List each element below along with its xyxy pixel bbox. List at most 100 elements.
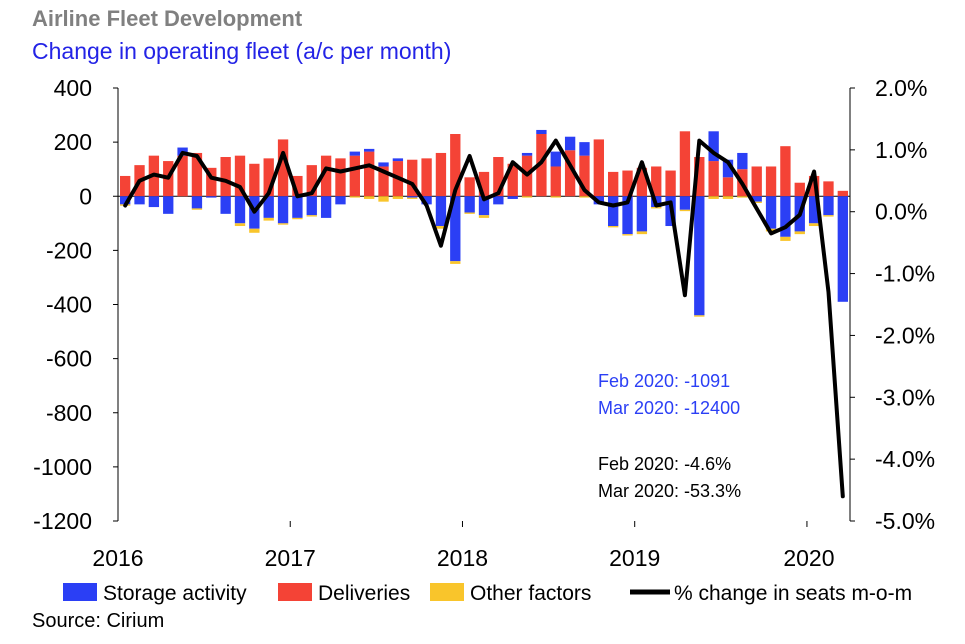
bar-deliveries xyxy=(780,146,791,197)
bar-storage xyxy=(837,196,848,302)
bar-storage xyxy=(507,196,518,199)
bar-deliveries xyxy=(421,158,432,197)
bar-other xyxy=(464,212,475,214)
bar-other xyxy=(450,261,461,264)
bar-deliveries xyxy=(507,163,518,197)
bar-storage xyxy=(148,196,160,208)
bar-deliveries xyxy=(823,181,834,197)
bar-storage xyxy=(392,158,404,162)
bar-storage xyxy=(780,196,791,237)
bar-other xyxy=(378,196,389,202)
bar-other xyxy=(191,208,203,210)
bar-other xyxy=(722,196,734,199)
bar-storage xyxy=(234,196,246,224)
bar-storage xyxy=(263,196,274,218)
annotation-text: Feb 2020: -4.6% xyxy=(598,454,731,474)
bar-deliveries xyxy=(579,155,590,197)
bar-deliveries xyxy=(220,157,231,197)
bar-deliveries xyxy=(665,170,676,197)
bar-deliveries xyxy=(564,150,576,197)
bar-other xyxy=(364,196,375,199)
left-tick-label: 0 xyxy=(79,183,92,209)
left-tick-label: -200 xyxy=(46,237,92,263)
bar-other xyxy=(737,196,748,198)
annotation-text: Mar 2020: -53.3% xyxy=(598,481,741,501)
legend-swatch xyxy=(63,583,97,601)
legend-label: % change in seats m-o-m xyxy=(674,582,912,605)
bar-deliveries xyxy=(722,177,734,197)
bar-other xyxy=(306,215,317,217)
bar-other xyxy=(808,223,820,227)
bar-storage xyxy=(349,151,360,156)
bar-deliveries xyxy=(263,158,274,197)
bar-storage xyxy=(450,196,461,262)
bar-other xyxy=(292,217,303,220)
bar-deliveries xyxy=(335,158,346,197)
bar-storage xyxy=(765,196,777,229)
bar-other xyxy=(780,236,791,241)
bar-other xyxy=(651,207,662,209)
bar-storage xyxy=(464,196,475,213)
bar-other xyxy=(608,226,619,228)
bar-other xyxy=(708,196,719,199)
bar-storage xyxy=(306,196,317,216)
bar-storage xyxy=(435,196,447,227)
bar-deliveries xyxy=(435,152,447,197)
left-tick-label: 400 xyxy=(54,75,92,101)
bar-deliveries xyxy=(493,157,504,197)
bar-storage xyxy=(636,196,648,232)
bar-storage xyxy=(737,152,748,170)
left-tick-label: 200 xyxy=(54,129,92,155)
bar-other xyxy=(478,215,490,218)
chart-subtitle: Change in operating fleet (a/c per month… xyxy=(32,38,452,64)
right-tick-label: -2.0% xyxy=(875,322,935,348)
year-label: 2020 xyxy=(783,545,834,571)
bar-other xyxy=(636,231,648,235)
bar-deliveries xyxy=(364,151,375,197)
bar-deliveries xyxy=(206,167,217,197)
bar-other xyxy=(392,196,404,199)
bar-storage xyxy=(536,129,547,135)
bar-storage xyxy=(622,196,633,235)
bar-deliveries xyxy=(306,165,317,197)
bar-storage xyxy=(364,148,375,152)
bar-storage xyxy=(493,196,504,205)
bar-deliveries xyxy=(249,163,260,197)
seats-line xyxy=(123,138,845,499)
left-tick-label: -800 xyxy=(46,400,92,426)
bar-storage xyxy=(163,196,174,214)
right-tick-label: -1.0% xyxy=(875,261,935,287)
bar-storage xyxy=(407,196,418,198)
bar-other xyxy=(234,223,246,227)
year-label: 2016 xyxy=(92,545,143,571)
right-tick-label: 2.0% xyxy=(875,75,927,101)
bar-storage xyxy=(320,196,332,218)
bar-deliveries xyxy=(478,171,490,197)
year-label: 2017 xyxy=(265,545,316,571)
right-tick-label: -4.0% xyxy=(875,446,935,472)
bar-storage xyxy=(191,196,203,209)
bar-deliveries xyxy=(708,161,719,197)
bar-other xyxy=(521,196,533,198)
bar-other xyxy=(277,223,289,225)
annotation-text: Feb 2020: -1091 xyxy=(598,371,730,391)
legend-label: Deliveries xyxy=(318,582,410,605)
bar-deliveries xyxy=(765,166,777,197)
bar-storage xyxy=(220,196,231,214)
annotation-text: Mar 2020: -12400 xyxy=(598,398,740,418)
legend-label: Storage activity xyxy=(103,582,247,605)
right-tick-label: -3.0% xyxy=(875,384,935,410)
bar-deliveries xyxy=(622,170,633,197)
bar-other xyxy=(694,315,705,317)
bar-other xyxy=(349,196,360,198)
bar-storage xyxy=(608,196,619,227)
bar-storage xyxy=(823,196,834,216)
bar-storage xyxy=(708,131,719,162)
bar-deliveries xyxy=(120,175,131,197)
bar-deliveries xyxy=(679,131,691,197)
bar-deliveries xyxy=(450,134,461,197)
left-tick-label: -1000 xyxy=(33,454,92,480)
bar-deliveries xyxy=(349,155,360,197)
year-label: 2018 xyxy=(437,545,488,571)
